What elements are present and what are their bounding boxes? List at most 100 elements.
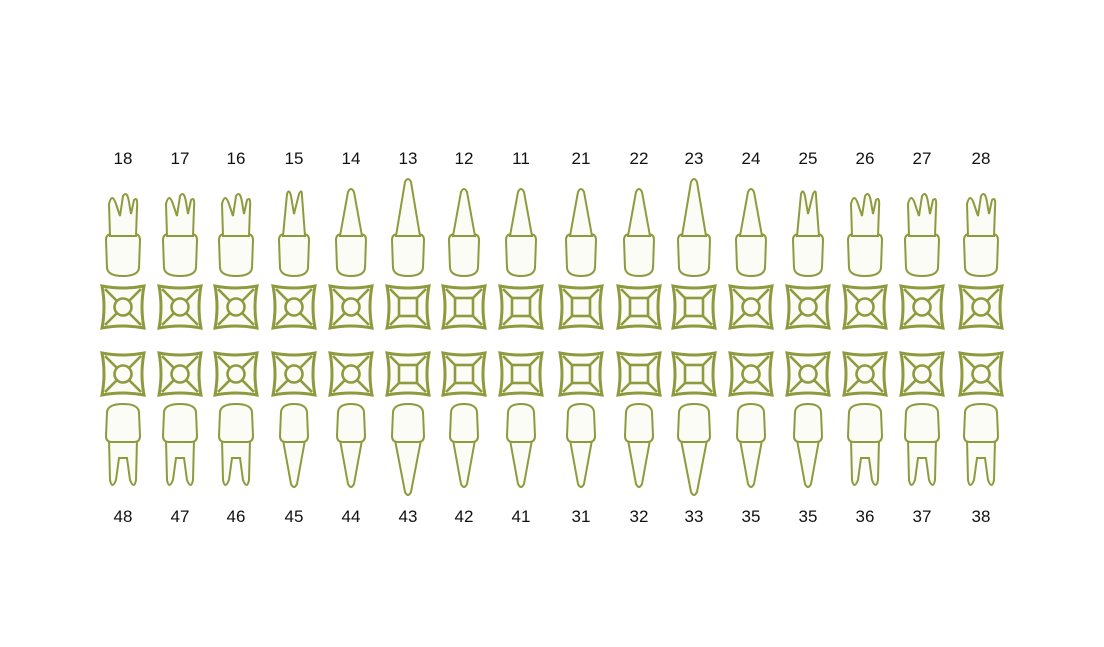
surface-divider bbox=[732, 355, 746, 369]
surface-divider bbox=[104, 355, 118, 369]
surface-divider bbox=[702, 288, 713, 299]
upper-tooth-21 bbox=[558, 188, 604, 330]
lower-tooth-35 bbox=[728, 351, 774, 488]
surface-divider bbox=[332, 288, 346, 302]
surface-divider bbox=[927, 312, 941, 326]
tooth-number-label: 45 bbox=[284, 507, 304, 526]
surface-divider bbox=[241, 288, 255, 302]
surface-divider bbox=[472, 315, 483, 326]
occlusal-square bbox=[628, 296, 650, 318]
surface-divider bbox=[529, 315, 540, 326]
occlusal-circle bbox=[226, 364, 246, 384]
occlusal-square bbox=[453, 363, 475, 385]
surface-divider bbox=[927, 288, 941, 302]
surface-divider bbox=[702, 382, 713, 393]
surface-divider bbox=[589, 315, 600, 326]
tooth-number-label: 15 bbox=[284, 149, 304, 168]
tooth-root bbox=[508, 439, 534, 488]
tooth-crown bbox=[448, 402, 480, 443]
tooth-crown bbox=[565, 402, 597, 443]
occlusal-square bbox=[510, 296, 532, 318]
tooth-root bbox=[220, 439, 252, 486]
lower-tooth-31 bbox=[558, 351, 604, 488]
surface-divider bbox=[472, 382, 483, 393]
tooth-crown bbox=[161, 233, 199, 278]
upper-tooth-23 bbox=[671, 178, 717, 330]
surface-divider bbox=[299, 312, 313, 326]
surface-divider bbox=[789, 355, 803, 369]
tooth-number-label: 23 bbox=[684, 149, 704, 168]
surface-divider bbox=[332, 312, 346, 326]
surface-divider bbox=[416, 382, 427, 393]
surface-divider bbox=[589, 382, 600, 393]
occlusal-circle bbox=[113, 364, 133, 384]
surface-divider bbox=[732, 379, 746, 393]
surface-divider bbox=[529, 288, 540, 299]
lower-tooth-48 bbox=[100, 351, 146, 486]
surface-divider bbox=[104, 312, 118, 326]
tooth-root bbox=[795, 190, 821, 237]
surface-divider bbox=[217, 312, 231, 326]
tooth-root bbox=[164, 439, 196, 486]
surface-divider bbox=[789, 379, 803, 393]
surface-divider bbox=[870, 355, 884, 369]
surface-divider bbox=[445, 355, 456, 366]
tooth-crown bbox=[564, 233, 598, 278]
upper-tooth-26 bbox=[842, 193, 888, 330]
tooth-number-label: 38 bbox=[971, 507, 991, 526]
tooth-root bbox=[338, 439, 364, 488]
tooth-root bbox=[680, 178, 708, 237]
surface-divider bbox=[161, 355, 175, 369]
surface-divider bbox=[675, 382, 686, 393]
surface-divider bbox=[986, 312, 1000, 326]
tooth-crown bbox=[104, 233, 142, 278]
surface-divider bbox=[962, 288, 976, 302]
surface-divider bbox=[562, 355, 573, 366]
lower-tooth-42 bbox=[441, 351, 487, 488]
surface-divider bbox=[104, 288, 118, 302]
tooth-number-label: 14 bbox=[341, 149, 361, 168]
surface-divider bbox=[675, 315, 686, 326]
surface-divider bbox=[702, 355, 713, 366]
surface-divider bbox=[128, 379, 142, 393]
tooth-number-label: 26 bbox=[855, 149, 875, 168]
tooth-number-label: 31 bbox=[571, 507, 591, 526]
tooth-root bbox=[508, 188, 534, 237]
tooth-root bbox=[281, 439, 307, 488]
surface-divider bbox=[185, 379, 199, 393]
occlusal-circle bbox=[341, 297, 361, 317]
tooth-crown bbox=[735, 402, 767, 443]
tooth-root bbox=[394, 178, 422, 237]
surface-divider bbox=[962, 355, 976, 369]
lower-tooth-37 bbox=[899, 351, 945, 486]
surface-divider bbox=[647, 288, 658, 299]
tooth-crown bbox=[623, 402, 655, 443]
surface-divider bbox=[104, 379, 118, 393]
tooth-crown bbox=[104, 402, 142, 443]
surface-divider bbox=[846, 312, 860, 326]
tooth-number-label: 35 bbox=[798, 507, 818, 526]
tooth-crown bbox=[277, 233, 311, 278]
surface-divider bbox=[128, 312, 142, 326]
surface-divider bbox=[529, 355, 540, 366]
tooth-root bbox=[107, 439, 139, 486]
tooth-root bbox=[568, 188, 594, 237]
tooth-root bbox=[451, 439, 477, 488]
occlusal-circle bbox=[798, 297, 818, 317]
surface-divider bbox=[389, 288, 400, 299]
tooth-number-label: 12 bbox=[454, 149, 474, 168]
surface-divider bbox=[620, 382, 631, 393]
tooth-number-label: 25 bbox=[798, 149, 818, 168]
tooth-root bbox=[568, 439, 594, 488]
surface-divider bbox=[903, 312, 917, 326]
surface-divider bbox=[962, 379, 976, 393]
occlusal-circle bbox=[855, 297, 875, 317]
tooth-crown bbox=[504, 233, 538, 278]
tooth-number-label: 37 bbox=[912, 507, 932, 526]
surface-divider bbox=[589, 355, 600, 366]
upper-tooth-18 bbox=[100, 193, 146, 330]
surface-divider bbox=[185, 312, 199, 326]
upper-tooth-14 bbox=[328, 188, 374, 330]
tooth-crown bbox=[334, 233, 368, 278]
